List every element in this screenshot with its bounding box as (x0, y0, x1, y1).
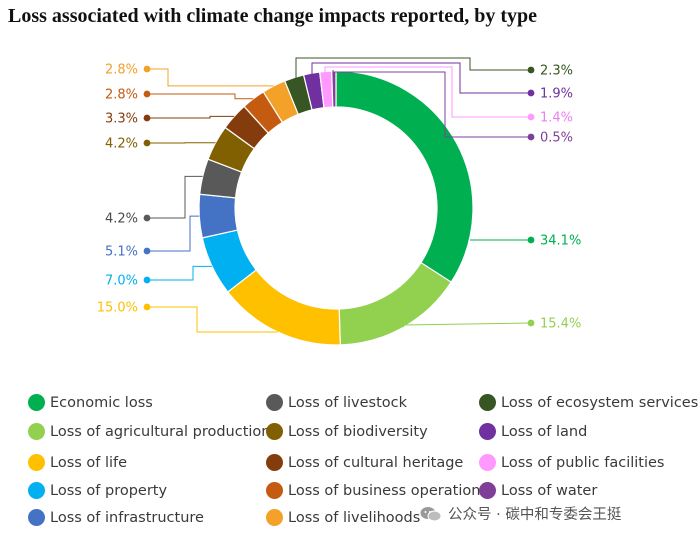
label-marker-loss-of-land (527, 89, 535, 97)
legend-swatch (266, 482, 283, 499)
legend-label: Loss of public facilities (501, 454, 665, 471)
data-label-loss-of-life: 15.0% (97, 301, 138, 316)
label-marker-loss-of-livelihoods (143, 65, 151, 73)
data-label-loss-of-water: 0.5% (540, 131, 573, 146)
label-marker-loss-of-livestock (143, 214, 151, 222)
donut-slice-loss-of-agricultural-production (338, 261, 453, 346)
legend-item-loss-of-livestock: Loss of livestock (266, 394, 407, 411)
legend-label: Loss of biodiversity (288, 423, 428, 440)
watermark-text: 公众号 · 碳中和专委会王挺 (448, 507, 622, 523)
legend-label: Loss of business operations (288, 482, 488, 499)
legend-swatch (28, 423, 45, 440)
leader-line-loss-of-land (311, 62, 531, 94)
donut-slice-economic-loss (335, 70, 474, 283)
leader-line-loss-of-property (147, 265, 213, 281)
legend-swatch (266, 509, 283, 526)
leader-line-loss-of-cultural-heritage (147, 115, 235, 119)
legend-label: Loss of cultural heritage (288, 454, 464, 471)
legend-item-loss-of-property: Loss of property (28, 482, 167, 499)
label-marker-loss-of-agricultural-production (527, 319, 535, 327)
leader-line-loss-of-livelihoods (147, 68, 274, 87)
donut-slice-loss-of-infrastructure (198, 193, 239, 239)
label-marker-loss-of-infrastructure (143, 247, 151, 255)
leader-line-loss-of-business-operations (147, 93, 254, 100)
legend-label: Loss of property (50, 482, 168, 499)
legend-item-loss-of-life: Loss of life (28, 454, 127, 471)
legend-swatch (28, 454, 45, 471)
legend-label: Loss of ecosystem services (501, 394, 699, 411)
data-label-loss-of-land: 1.9% (540, 87, 573, 102)
legend-swatch (479, 482, 496, 499)
legend-label: Loss of life (50, 454, 128, 471)
data-label-loss-of-cultural-heritage: 3.3% (105, 112, 138, 127)
data-label-loss-of-ecosystem-services: 2.3% (540, 64, 573, 79)
leader-line-loss-of-agricultural-production (401, 322, 532, 328)
legend-label: Loss of land (501, 423, 588, 440)
data-label-loss-of-agricultural-production: 15.4% (540, 317, 581, 332)
legend-item-loss-of-land: Loss of land (479, 423, 587, 440)
donut-slice-loss-of-life (226, 269, 341, 346)
legend-label: Loss of infrastructure (50, 509, 204, 526)
data-label-loss-of-infrastructure: 5.1% (105, 245, 138, 260)
label-marker-economic-loss (527, 236, 535, 244)
legend-item-loss-of-business-operations: Loss of business operations (266, 482, 488, 499)
legend-item-loss-of-livelihoods: Loss of livelihoods (266, 509, 420, 526)
legend-label: Economic loss (50, 394, 153, 411)
label-marker-loss-of-life (143, 303, 151, 311)
legend-swatch (28, 509, 45, 526)
data-label-economic-loss: 34.1% (540, 234, 581, 249)
leader-line-loss-of-life (147, 306, 278, 333)
legend-label: Loss of water (501, 482, 598, 499)
legend-swatch (266, 394, 283, 411)
legend-item-loss-of-public-facilities: Loss of public facilities (479, 454, 664, 471)
data-label-loss-of-public-facilities: 1.4% (540, 111, 573, 126)
legend-swatch (28, 394, 45, 411)
label-marker-loss-of-ecosystem-services (527, 66, 535, 74)
leader-line-loss-of-ecosystem-services (295, 57, 531, 84)
legend-item-loss-of-biodiversity: Loss of biodiversity (266, 423, 428, 440)
watermark: 公众号 · 碳中和专委会王挺 (420, 503, 621, 524)
data-label-loss-of-property: 7.0% (105, 274, 138, 289)
chart-title: Loss associated with climate change impa… (8, 5, 538, 27)
label-marker-loss-of-cultural-heritage (143, 114, 151, 122)
data-label-loss-of-biodiversity: 4.2% (105, 137, 138, 152)
leader-line-loss-of-livestock (147, 175, 203, 219)
legend-swatch (479, 454, 496, 471)
legend-item-loss-of-cultural-heritage: Loss of cultural heritage (266, 454, 463, 471)
label-marker-loss-of-property (143, 276, 151, 284)
leader-line-loss-of-water (332, 70, 531, 138)
legend-item-loss-of-ecosystem-services: Loss of ecosystem services (479, 394, 698, 411)
donut-slice-loss-of-water (331, 70, 337, 108)
legend-label: Loss of agricultural production (50, 423, 271, 440)
label-marker-loss-of-water (527, 133, 535, 141)
legend-label: Loss of livestock (288, 394, 408, 411)
leader-line-loss-of-infrastructure (147, 215, 200, 252)
label-marker-loss-of-business-operations (143, 90, 151, 98)
legend-label: Loss of livelihoods (288, 509, 421, 526)
data-label-loss-of-business-operations: 2.8% (105, 88, 138, 103)
legend-swatch (266, 454, 283, 471)
legend-item-loss-of-infrastructure: Loss of infrastructure (28, 509, 204, 526)
data-label-loss-of-livelihoods: 2.8% (105, 63, 138, 78)
wechat-icon (420, 506, 442, 521)
legend-swatch (28, 482, 45, 499)
label-marker-loss-of-public-facilities (527, 113, 535, 121)
data-label-loss-of-livestock: 4.2% (105, 212, 138, 227)
legend-item-economic-loss: Economic loss (28, 394, 153, 411)
donut-chart: 34.1% 15.4% 15.0% 7.0% 5.1% 4.2% 4.2% 3.3% 2.8% 2… (97, 57, 581, 346)
label-marker-loss-of-biodiversity (143, 139, 151, 147)
leader-line-loss-of-public-facilities (324, 66, 531, 118)
legend-swatch (479, 394, 496, 411)
legend-item-loss-of-agricultural-production: Loss of agricultural production (28, 423, 271, 440)
legend-swatch (266, 423, 283, 440)
legend-item-loss-of-water: Loss of water (479, 482, 597, 499)
legend-swatch (479, 423, 496, 440)
